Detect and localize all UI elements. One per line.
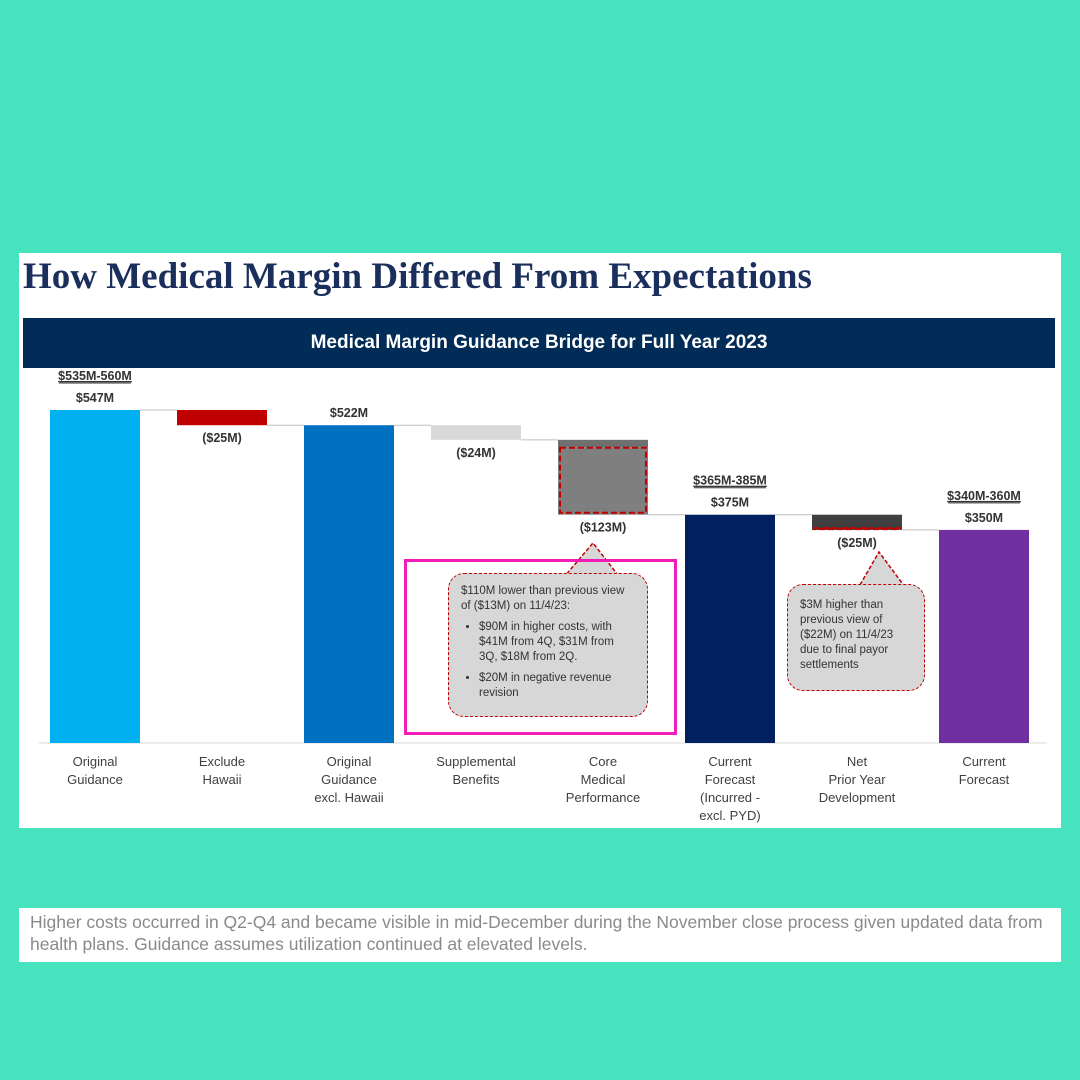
bar-2 (304, 425, 394, 743)
category-label: Current (962, 754, 1006, 769)
bar-value-label: $522M (330, 406, 368, 420)
bar-4-top (558, 439, 648, 448)
category-label: Original (327, 754, 372, 769)
bar-value-label: $350M (965, 511, 1003, 525)
bar-7 (939, 529, 1029, 743)
category-label: (Incurred - (700, 790, 760, 805)
bar-value-label: ($25M) (202, 431, 242, 445)
category-label: Guidance (67, 772, 123, 787)
bar-3 (431, 425, 521, 440)
category-label: Net (847, 754, 868, 769)
callout-intro: $110M lower than previous view of ($13M)… (461, 585, 625, 612)
category-label: Benefits (453, 772, 500, 787)
callout-bullet: $90M in higher costs, with $41M from 4Q,… (479, 620, 635, 665)
category-label: Current (708, 754, 752, 769)
chart-banner: Medical Margin Guidance Bridge for Full … (23, 318, 1055, 368)
bar-value-label: ($24M) (456, 446, 496, 460)
prior-year-callout: $3M higher than previous view of ($22M) … (787, 584, 925, 691)
category-label: excl. PYD) (699, 808, 760, 823)
bar-range-label: $340M-360M (947, 489, 1021, 503)
callout-bullets: $90M in higher costs, with $41M from 4Q,… (461, 620, 635, 701)
bar-range-label: $535M-560M (58, 369, 132, 383)
category-label: Medical (581, 772, 626, 787)
waterfall-chart: $547M $535M-560M Original Guidance ($25M) Exc… (39, 369, 1047, 823)
category-label: excl. Hawaii (314, 790, 383, 805)
category-label: Forecast (705, 772, 756, 787)
bar-6-dashed-outline (813, 527, 901, 531)
bar-value-label: $375M (711, 496, 749, 510)
bar-value-label: ($123M) (580, 521, 627, 535)
category-label: Forecast (959, 772, 1010, 787)
category-label: Core (589, 754, 617, 769)
footnote: Higher costs occurred in Q2-Q4 and becam… (19, 908, 1061, 962)
category-label: Hawaii (202, 772, 241, 787)
page-title: How Medical Margin Differed From Expecta… (23, 256, 812, 297)
slide-panel: How Medical Margin Differed From Expecta… (19, 253, 1061, 828)
bar-value-label: $547M (76, 391, 114, 405)
bar-0 (50, 410, 140, 743)
bar-4-dashed-outline (559, 446, 647, 514)
bar-4 (558, 447, 648, 515)
category-label: Supplemental (436, 754, 516, 769)
category-label: Guidance (321, 772, 377, 787)
category-label: Performance (566, 790, 640, 805)
bar-range-label: $365M-385M (693, 474, 767, 488)
category-label: Exclude (199, 754, 245, 769)
callout-bullet: $20M in negative revenue revision (479, 671, 635, 701)
category-label: Original (73, 754, 118, 769)
core-performance-callout: $110M lower than previous view of ($13M)… (448, 573, 648, 717)
highlight-box (404, 559, 677, 735)
bar-value-label: ($25M) (837, 536, 877, 550)
bar-1 (177, 410, 267, 426)
category-label: Prior Year (828, 772, 886, 787)
bar-6-top (812, 514, 902, 529)
category-label: Development (819, 790, 896, 805)
bar-5 (685, 514, 775, 743)
